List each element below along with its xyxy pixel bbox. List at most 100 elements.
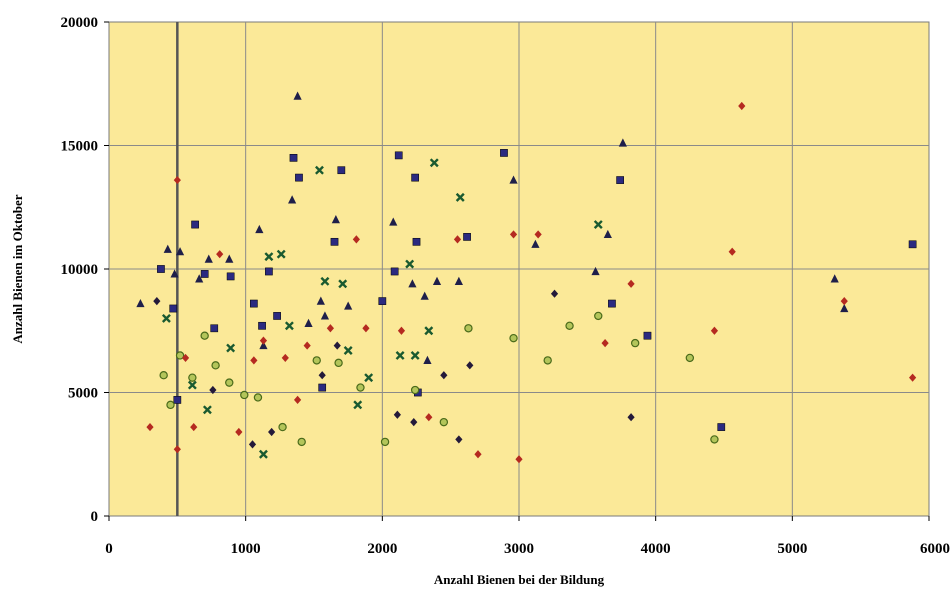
data-point <box>209 385 217 395</box>
y-tick-label: 15000 <box>61 139 99 155</box>
data-point <box>173 396 182 404</box>
data-point <box>235 427 243 437</box>
data-point <box>362 324 370 333</box>
data-point <box>908 240 917 249</box>
data-point <box>380 437 390 447</box>
data-point <box>344 301 353 310</box>
data-point <box>284 321 294 331</box>
y-tick-label: 5000 <box>68 386 98 402</box>
data-point <box>439 417 449 427</box>
data-point <box>188 373 197 382</box>
data-point <box>534 230 542 239</box>
data-point <box>394 151 403 160</box>
data-point <box>187 380 197 390</box>
data-point <box>432 276 442 285</box>
data-point <box>278 422 287 432</box>
data-point <box>175 351 185 360</box>
y-tick-label: 10000 <box>61 262 99 278</box>
data-point <box>393 410 401 419</box>
data-point <box>166 400 175 410</box>
data-point <box>408 279 417 288</box>
data-point <box>226 272 235 281</box>
data-point <box>395 351 405 360</box>
data-point <box>840 303 849 313</box>
data-point <box>356 383 365 392</box>
data-point <box>211 361 220 370</box>
data-point <box>250 356 258 365</box>
data-point <box>550 289 559 298</box>
data-point <box>190 422 198 432</box>
data-point <box>410 418 418 427</box>
data-point <box>594 311 603 321</box>
data-point <box>601 339 609 348</box>
data-point <box>264 252 274 262</box>
data-point <box>466 361 474 370</box>
data-point <box>710 326 719 335</box>
data-point <box>543 356 552 365</box>
data-point <box>210 324 219 333</box>
data-point <box>397 326 406 335</box>
data-point <box>312 356 321 365</box>
x-tick-label: 2000 <box>367 541 397 557</box>
data-point <box>412 237 421 246</box>
data-point <box>334 358 343 368</box>
data-point <box>248 440 257 449</box>
data-point <box>204 254 213 263</box>
x-tick-label: 4000 <box>641 541 671 557</box>
data-point <box>240 390 249 400</box>
data-point <box>509 175 518 184</box>
x-axis-title: Anzahl Bienen bei der Bildung <box>434 572 605 587</box>
data-point <box>603 229 612 239</box>
data-point <box>293 91 302 100</box>
data-point <box>258 321 266 330</box>
data-point <box>250 299 258 308</box>
data-points <box>136 91 917 464</box>
data-point <box>173 445 181 454</box>
data-point <box>289 154 298 162</box>
data-point <box>318 371 326 380</box>
data-point <box>390 267 399 276</box>
data-point <box>153 297 161 306</box>
data-point <box>169 304 178 313</box>
data-point <box>320 311 330 320</box>
data-point <box>253 393 263 402</box>
data-point <box>258 449 268 459</box>
y-tick-labels: 0 5000 10000 15000 20000 <box>61 15 109 525</box>
data-point <box>281 353 289 363</box>
data-point <box>353 400 363 410</box>
x-tick-label: 1000 <box>231 541 261 557</box>
data-point <box>455 435 463 444</box>
data-point <box>330 237 339 246</box>
data-point <box>463 233 471 241</box>
data-point <box>265 267 273 276</box>
data-point <box>410 385 420 395</box>
data-point <box>830 274 839 283</box>
data-point <box>738 101 746 111</box>
data-point <box>255 224 264 234</box>
data-point <box>500 149 508 157</box>
data-point <box>259 336 268 345</box>
y-tick-label: 0 <box>91 509 99 525</box>
data-point <box>423 355 432 364</box>
data-point <box>159 371 168 380</box>
data-point <box>173 175 181 185</box>
data-point <box>410 351 420 360</box>
data-point <box>616 176 624 184</box>
data-point <box>303 341 311 350</box>
data-point <box>618 138 627 147</box>
data-point <box>225 254 234 263</box>
data-point <box>509 333 518 343</box>
data-point <box>333 341 341 350</box>
data-point <box>200 270 209 278</box>
y-axis-title: Anzahl Bienen im Oktober <box>10 194 25 343</box>
data-point <box>320 276 330 286</box>
data-point <box>295 173 303 182</box>
data-point <box>455 192 465 202</box>
data-point <box>515 455 523 464</box>
data-point <box>216 250 224 259</box>
data-point <box>531 239 540 248</box>
data-point <box>352 235 360 244</box>
data-point <box>268 427 276 437</box>
data-point <box>273 312 281 320</box>
